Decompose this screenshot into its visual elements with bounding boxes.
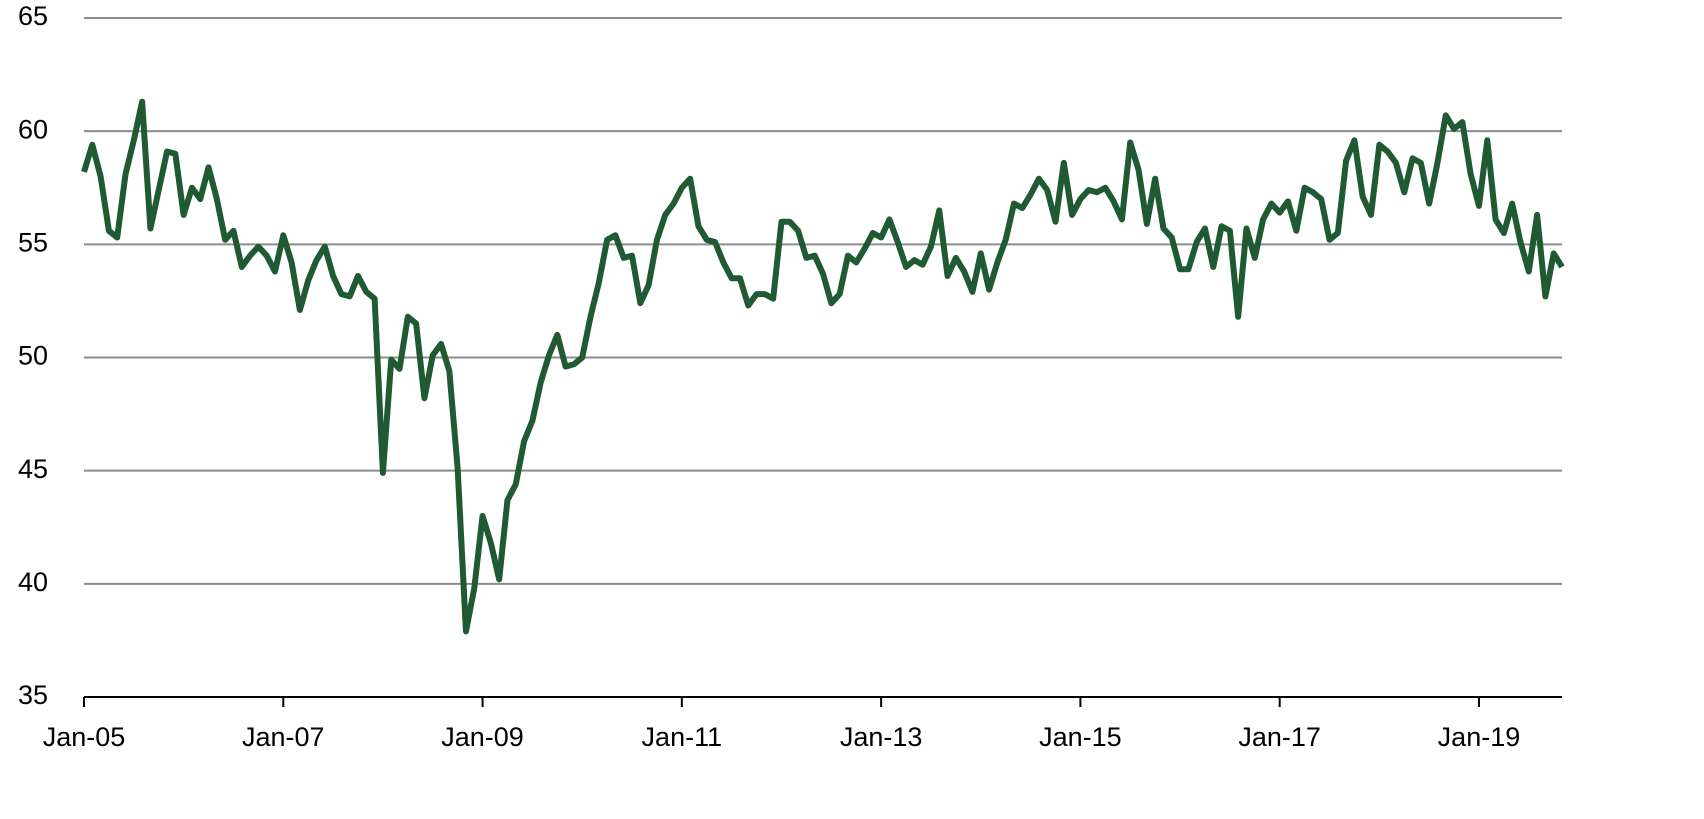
line-series	[81, 98, 1565, 635]
x-tick-label: Jan-17	[1238, 722, 1321, 752]
x-tick-label: Jan-05	[43, 722, 126, 752]
x-tick-label: Jan-15	[1039, 722, 1122, 752]
x-tick-label: Jan-13	[840, 722, 923, 752]
y-tick-label: 45	[18, 454, 48, 484]
y-tick-label: 65	[18, 1, 48, 31]
y-tick-label: 55	[18, 227, 48, 257]
x-tick-label: Jan-11	[642, 722, 723, 752]
x-tick-label: Jan-09	[441, 722, 524, 752]
y-tick-label: 50	[18, 341, 48, 371]
y-tick-label: 60	[18, 114, 48, 144]
y-tick-label: 35	[18, 680, 48, 710]
x-tick-label: Jan-07	[242, 722, 325, 752]
x-tick-label: Jan-19	[1438, 722, 1521, 752]
y-tick-label: 40	[18, 567, 48, 597]
